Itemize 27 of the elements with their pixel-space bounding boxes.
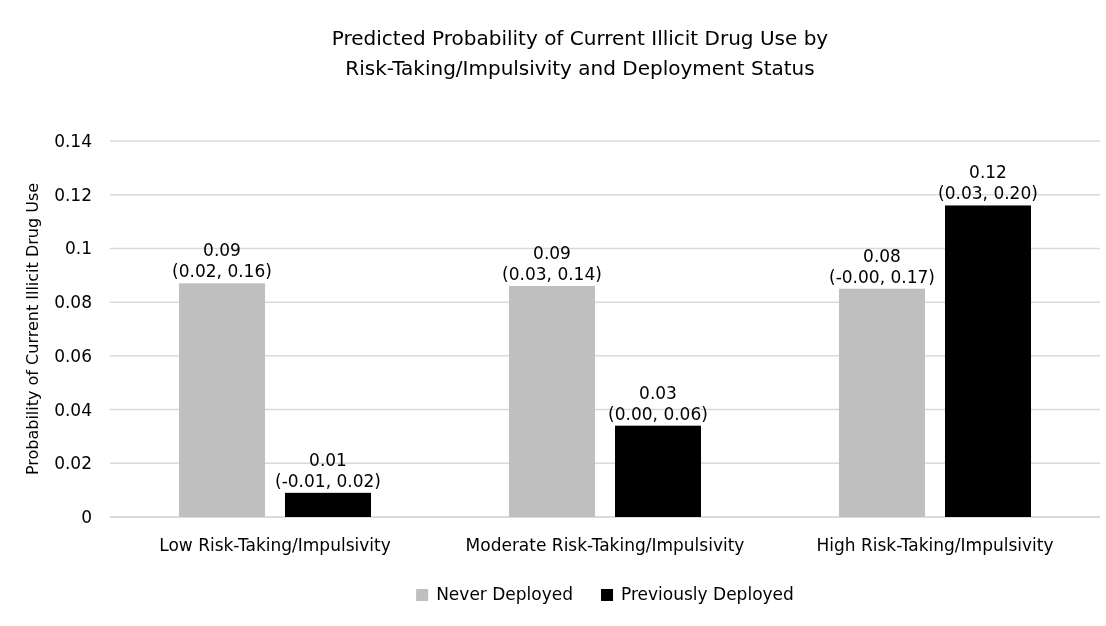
y-tick-label: 0.14 (54, 130, 92, 151)
y-tick-label: 0.12 (54, 184, 92, 205)
bar (285, 492, 371, 517)
bar (509, 286, 595, 517)
bar (839, 288, 925, 517)
legend-label: Previously Deployed (621, 584, 794, 604)
bar (615, 425, 701, 517)
y-tick-label: 0.02 (54, 453, 92, 474)
chart-title: Predicted Probability of Current Illicit Drug Use by Risk-Taking/Impulsivity and Deployment Status (331, 26, 829, 80)
y-tick-label: 0 (81, 506, 92, 527)
data-label: 0.09 (0.03, 0.14) (502, 243, 602, 285)
x-tick-label: Low Risk-Taking/Impulsivity (159, 535, 391, 556)
x-tick-label: Moderate Risk-Taking/Impulsivity (465, 535, 745, 556)
y-tick-label: 0.06 (54, 345, 92, 366)
y-axis-title: Probability of Current Illicit Drug Use (23, 182, 42, 476)
legend-label: Never Deployed (436, 584, 574, 604)
y-tick-label: 0.1 (64, 238, 92, 259)
data-label: 0.03 (0.00, 0.06) (608, 382, 708, 424)
x-tick-label: High Risk-Taking/Impulsivity (816, 535, 1054, 556)
data-label: 0.08 (-0.00, 0.17) (829, 245, 935, 287)
data-label: 0.12 (0.03, 0.20) (938, 162, 1038, 204)
bar (179, 283, 265, 517)
data-label: 0.09 (0.02, 0.16) (172, 240, 272, 282)
data-label: 0.01 (-0.01, 0.02) (275, 449, 381, 491)
bar (945, 205, 1031, 517)
y-tick-label: 0.08 (54, 292, 92, 313)
y-tick-label: 0.04 (54, 399, 92, 420)
